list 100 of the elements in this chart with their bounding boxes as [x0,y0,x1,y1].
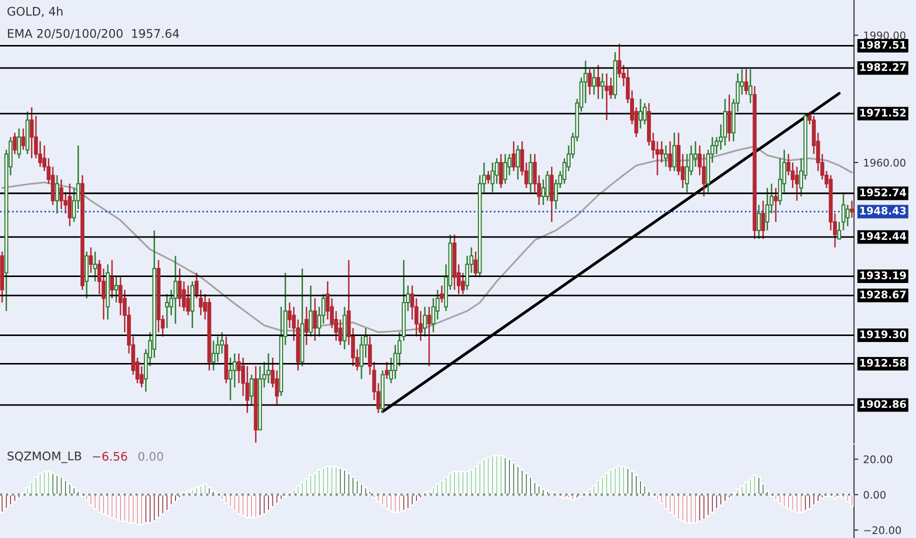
candlestick [756,204,761,240]
candlestick [55,174,60,214]
bar [503,456,508,496]
bar [470,469,474,496]
candlestick [486,170,490,184]
bar [46,470,50,496]
bar [656,494,660,501]
candlestick [660,140,664,164]
candlestick [744,68,748,96]
bar [220,494,224,501]
bar [50,472,55,496]
candlestick [313,298,317,342]
bar [452,470,456,496]
y-tick-label: 20.00 [864,455,892,464]
bar [156,494,160,518]
bar [322,467,326,496]
bar [368,490,372,496]
candlestick [304,306,308,346]
bar [414,494,418,502]
text: SQZMOM_LB [8,452,82,464]
bar [478,462,482,496]
candlestick [516,144,520,180]
bar [224,494,228,504]
bar [127,494,131,524]
bar [97,494,102,514]
candlestick [664,144,668,168]
candlestick [212,340,216,372]
bar [55,474,59,496]
candlestick [604,72,609,121]
ref-line-label: 1933.19 [860,271,906,280]
ref-line-label: 1948.43 [860,206,906,215]
candlestick [596,64,600,100]
bar [190,488,194,496]
bar [676,494,680,520]
candlestick [110,259,114,299]
candlestick [642,102,647,126]
ref-line-label: 1919.30 [860,330,906,338]
candlestick [490,162,494,193]
candlestick [499,153,503,189]
bar [410,494,414,506]
bar [389,494,393,512]
ref-line-label: 1982.27 [860,63,906,72]
bar [144,494,148,524]
candlestick [474,250,478,278]
annotation: −6.56 [92,452,128,461]
bar [296,485,300,496]
bar [618,466,622,496]
bar [131,494,136,524]
bar [698,494,702,522]
bar [398,494,402,514]
bar [241,494,245,517]
bar [474,466,478,496]
bar [342,469,346,496]
candlestick [174,255,178,324]
bar [804,494,808,512]
bar [178,494,182,499]
bar [250,494,254,518]
y-tick-label: 1960.00 [864,158,906,167]
candlestick [93,250,98,282]
bar [304,478,308,496]
bar [89,494,93,506]
candlestick [672,132,676,172]
bar [34,476,38,496]
bar [694,494,698,524]
bar [207,486,212,496]
y-tick-label: 1990.00 [864,31,906,40]
bar [355,480,360,496]
candlestick [588,68,592,96]
bar [93,494,97,510]
candlestick [266,352,270,384]
bar [106,494,110,517]
ref-line-label: 1987.51 [860,40,906,49]
candlestick [694,140,698,168]
bar [752,474,757,496]
bar [406,494,410,510]
bar [795,494,799,514]
bar [566,494,570,499]
bar [516,466,520,496]
bar [266,494,270,512]
bar [300,482,304,496]
candlestick [546,170,550,202]
candlestick [600,72,604,100]
candlestick [12,132,17,155]
bar [748,478,752,496]
ref-line-label: 1971.52 [860,108,906,117]
bar [228,494,232,508]
bar [402,494,406,512]
candlestick [178,268,182,308]
bar [727,494,732,499]
bar [718,494,723,506]
bar [524,472,528,496]
bar [270,494,275,508]
bar [351,476,355,496]
bar [237,494,241,515]
candlestick [165,293,169,329]
bar [436,483,440,496]
candlestick [494,158,499,184]
bar [757,476,761,496]
bar [512,462,516,496]
candlestick [638,98,642,130]
